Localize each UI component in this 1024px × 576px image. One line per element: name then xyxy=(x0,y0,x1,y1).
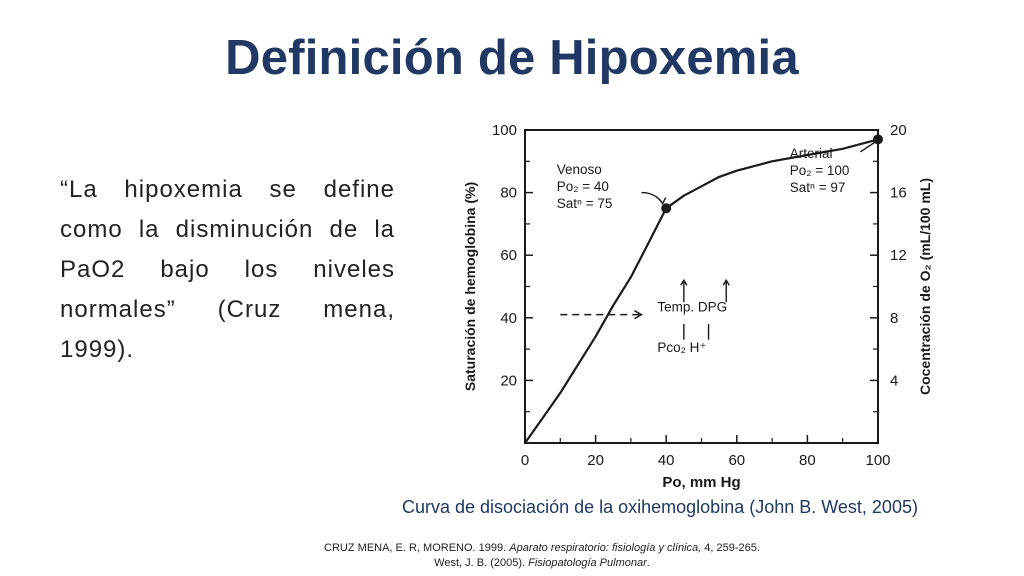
x-tick-label-0: 0 xyxy=(521,452,529,469)
y-tick-label-3: 80 xyxy=(500,185,517,202)
venous-point xyxy=(661,203,672,214)
x-axis-label: Po, mm Hg xyxy=(662,474,740,490)
arterial-point xyxy=(873,134,883,145)
y2-tick-label-4: 20 xyxy=(890,122,907,139)
shift-top-label: Temp. DPG xyxy=(657,300,727,315)
reference-1-title: Aparato respiratorio: fisiología y clíni… xyxy=(509,542,702,554)
x-tick-label-3: 60 xyxy=(728,452,745,469)
shift-dashed-arrowhead xyxy=(634,310,644,320)
increase-arrowhead-0 xyxy=(680,278,688,286)
chart-caption: Curva de disociación de la oxihemoglobin… xyxy=(402,497,918,517)
arterial-annotation-line-0: Arterial xyxy=(790,146,833,161)
reference-2-title: Fisiopatología Pulmonar xyxy=(528,557,647,569)
x-tick-label-2: 40 xyxy=(658,452,675,469)
venoso-annotation-line-2: Satⁿ = 75 xyxy=(557,196,613,211)
venoso-arrowhead xyxy=(658,197,667,205)
reference-2-text: West, J. B. (2005). xyxy=(434,557,529,569)
y-tick-label-1: 40 xyxy=(500,310,517,327)
x-tick-label-5: 100 xyxy=(865,452,890,469)
venoso-annotation-line-0: Venoso xyxy=(557,162,602,177)
reference-2: West, J. B. (2005). Fisiopatología Pulmo… xyxy=(30,556,1024,571)
y2-axis-label: Cocentración de O₂ (mL/100 mL) xyxy=(917,178,933,395)
y2-tick-label-3: 16 xyxy=(890,185,907,202)
arterial-annotation-line-2: Satⁿ = 97 xyxy=(790,180,846,195)
y2-tick-label-0: 4 xyxy=(890,372,898,389)
definition-quote: “La hipoxemia se define como la disminuc… xyxy=(60,176,395,363)
venoso-arrow xyxy=(641,191,664,204)
arterial-arrow xyxy=(859,141,875,153)
chart-svg: 0 20 40 60 80 100 20 40 60 80 100 4 8 12 16 20 Po, mm Hg… xyxy=(462,122,933,490)
reference-1-text: CRUZ MENA, E. R, MORENO. 1999. xyxy=(324,542,510,554)
y-tick-label-4: 100 xyxy=(492,122,517,139)
reference-1: CRUZ MENA, E. R, MORENO. 1999. Aparato r… xyxy=(30,541,1024,556)
x-tick-label-4: 80 xyxy=(799,452,816,469)
increase-arrowhead-1 xyxy=(722,278,730,286)
x-tick-label-1: 20 xyxy=(587,452,604,469)
arterial-annotation-line-1: Po₂ = 100 xyxy=(790,163,850,178)
y2-tick-label-1: 8 xyxy=(890,310,898,327)
y-axis-label: Saturación de hemoglobina (%) xyxy=(462,182,478,391)
slide-title: Definición de Hipoxemia xyxy=(225,31,799,85)
references: CRUZ MENA, E. R, MORENO. 1999. Aparato r… xyxy=(0,541,1024,571)
y-tick-label-2: 60 xyxy=(500,247,517,264)
y2-tick-label-2: 12 xyxy=(890,247,907,264)
venoso-annotation-line-1: Po₂ = 40 xyxy=(557,179,609,194)
reference-2-detail: . xyxy=(646,557,650,569)
reference-1-detail: 4, 259-265. xyxy=(701,542,760,554)
oxyhemoglobin-dissociation-chart: 0 20 40 60 80 100 20 40 60 80 100 4 8 12 16 20 Po, mm Hg… xyxy=(455,118,945,490)
y-tick-label-0: 20 xyxy=(500,372,517,389)
shift-bottom-label: Pco₂ H⁺ xyxy=(657,340,706,355)
